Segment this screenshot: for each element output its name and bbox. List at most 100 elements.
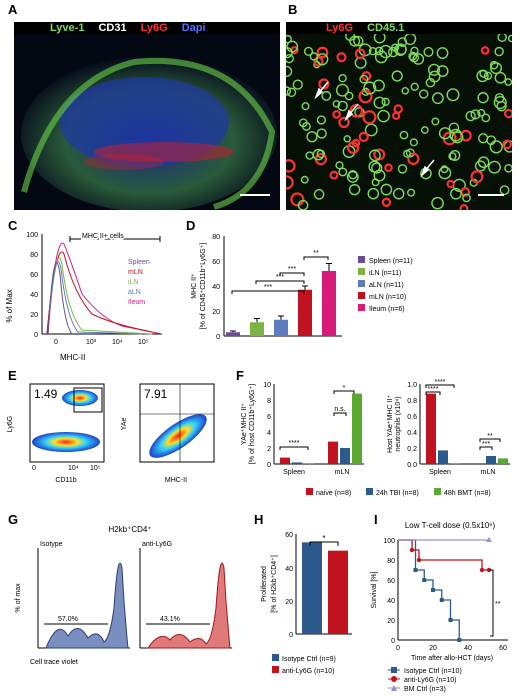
ly6g-cell: [318, 78, 330, 90]
f1-ytick: 6: [267, 414, 271, 421]
i-ytick: 100: [383, 538, 395, 545]
panel-label-a: A: [8, 2, 18, 17]
cd45-cell: [303, 46, 314, 56]
cd45-cell: [363, 81, 377, 95]
cd45-cell: [431, 92, 444, 105]
f-bar: [304, 463, 314, 464]
c-ytick: 100: [26, 232, 38, 239]
c-xtick: 10⁴: [112, 339, 123, 346]
survival-chart-i: Low T-cell dose (0.5x10⁶) 0 20 40 60 80 …: [371, 521, 508, 693]
cd45-cell: [489, 60, 499, 70]
c-ytick: 40: [30, 292, 38, 299]
cd45-cell: [343, 135, 351, 143]
i-ytick: 60: [387, 578, 395, 585]
i-legend: anti-Ly6G (n=10): [404, 677, 456, 684]
h-ytick: 60: [285, 532, 293, 539]
cd45-cell: [300, 175, 309, 184]
e-pct-2: 7.91: [144, 387, 168, 401]
i-legend: BM Ctrl (n=3): [404, 686, 446, 693]
cd45-cell: [448, 152, 457, 161]
ly6g-cell: [286, 159, 296, 173]
i-sig: **: [495, 601, 501, 608]
f-bar: [340, 448, 350, 464]
e-ylabel-1: Ly6G: [7, 416, 14, 432]
tissue-image-a: [14, 22, 280, 210]
i-marker: [439, 598, 444, 602]
d-legend: Ileum (n=6): [369, 306, 405, 313]
i-xtick: 0: [396, 645, 400, 652]
f-bar: [486, 456, 496, 464]
cd45-cell: [316, 128, 327, 139]
f-bar: [328, 441, 338, 464]
cd45-cell: [431, 117, 440, 126]
cd45-cell: [438, 127, 452, 140]
cd45-cell: [477, 92, 489, 104]
d-ytick: 20: [212, 309, 220, 316]
d-bar: [226, 332, 240, 336]
panel-label-c: C: [8, 218, 18, 233]
cd45-cell: [374, 46, 384, 56]
cd45-cell: [373, 169, 386, 182]
cd45-cell: [483, 71, 493, 81]
c-ytick: 20: [30, 312, 38, 319]
e-xlabel-1: CD11b: [55, 477, 76, 484]
ly6g-cell: [446, 179, 455, 189]
cd45-cell: [420, 126, 429, 134]
h-sig: *: [322, 534, 325, 543]
d-ylabel: MHC II⁺: [191, 273, 198, 299]
i-ylabel: Survival [%]: [371, 571, 378, 608]
cd45-cell: [391, 43, 400, 52]
d-bar: [274, 319, 288, 336]
cd45-cell: [377, 109, 390, 123]
cd45-cell: [305, 151, 314, 160]
g-ylabel: % of max: [15, 583, 22, 613]
f2-ytick: 0.8: [407, 398, 417, 405]
cd45-cell: [286, 53, 294, 64]
cd45-cell: [427, 63, 441, 76]
g-left-name: Isotype: [40, 541, 63, 548]
cd45-cell: [504, 163, 512, 173]
h-bar: [328, 550, 348, 634]
ly6g-cell: [290, 192, 305, 207]
i-marker: [413, 568, 418, 572]
c-ylabel: % of Max: [5, 289, 14, 322]
stain-cd451: CD45.1: [367, 22, 405, 34]
cd45-cell: [335, 161, 344, 170]
h-legend: anti-Ly6G (n=10): [282, 668, 334, 675]
cd45-cell: [423, 46, 434, 57]
ly6g-cell: [358, 89, 373, 104]
cd45-cell: [477, 108, 486, 117]
ly6g-cell: [503, 108, 512, 119]
i-title: Low T-cell dose (0.5x10⁶): [405, 521, 496, 530]
c-xlabel: MHC-II: [60, 353, 85, 362]
cd45-cell: [316, 115, 327, 125]
c-xtick: 10⁵: [138, 339, 149, 346]
cd45-cell: [321, 90, 332, 101]
ly6g-cell: [381, 197, 392, 207]
cd45-cell: [286, 34, 292, 44]
h-ylabel2: [% of H2kb⁺CD4⁺]: [271, 555, 278, 613]
ly6g-cell: [329, 170, 339, 180]
e-tick: 10⁵: [90, 465, 101, 472]
i-curve: [398, 539, 460, 640]
e-ylabel-2: YAe: [121, 418, 128, 431]
d-bar: [322, 271, 336, 336]
cd45-cell: [499, 185, 510, 196]
i-xtick: 20: [429, 645, 437, 652]
g-left-pct: 57.0%: [58, 616, 78, 623]
d-sig: ***: [288, 266, 296, 273]
e-tick: 0: [32, 465, 36, 472]
g-xlabel: Cell trace violet: [30, 659, 78, 666]
i-marker: [409, 547, 415, 553]
i-marker: [486, 537, 492, 542]
hist-aln: [47, 261, 143, 335]
ly6g-cell: [470, 170, 484, 184]
d-sig: ***: [264, 284, 272, 291]
cd45-cell: [371, 162, 383, 174]
cd45-cell: [481, 113, 491, 123]
i-legend: Isotype Ctrl (n=10): [404, 668, 462, 675]
cd45-cell: [479, 69, 488, 78]
cd45-cell: [431, 196, 444, 210]
h-ylabel: Proliferated: [261, 566, 268, 602]
cd45-cell: [474, 160, 487, 172]
